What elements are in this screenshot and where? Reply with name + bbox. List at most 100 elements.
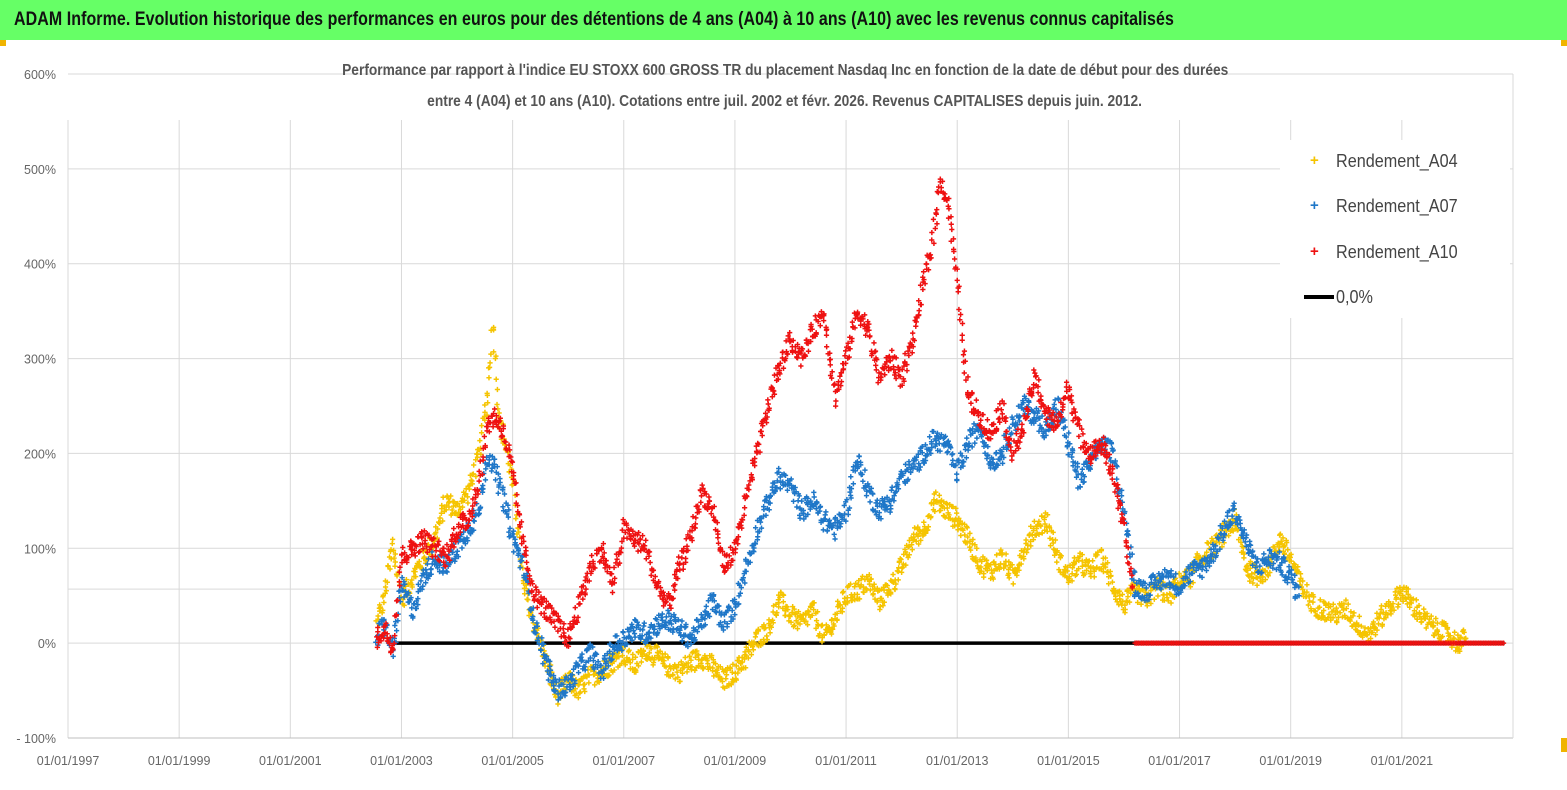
data-point-rendement_a04 [435,526,441,532]
data-point-rendement_a04 [484,392,490,398]
data-point-rendement_a04 [1047,542,1054,549]
data-point-rendement_a10 [1109,470,1115,476]
data-point-rendement_a10 [893,355,899,361]
data-point-rendement_a04 [1308,605,1314,612]
data-point-rendement_a10 [408,539,414,545]
data-point-rendement_a07 [928,450,934,456]
data-point-rendement_a04 [1416,602,1422,609]
data-point-rendement_a07 [942,433,949,440]
data-point-rendement_a07 [593,651,600,657]
data-point-rendement_a07 [834,525,841,531]
data-point-rendement_a04 [913,538,919,544]
data-point-rendement_a10 [1115,485,1121,492]
data-point-rendement_a07 [792,484,798,491]
data-point-rendement_a04 [956,515,962,522]
data-point-rendement_a04 [1104,569,1110,576]
data-point-rendement_a04 [1298,575,1304,581]
data-point-rendement_a07 [1036,428,1042,434]
data-point-rendement_a10 [400,544,406,551]
data-point-rendement_a04 [618,660,625,667]
data-point-rendement_a04 [491,324,497,331]
data-point-rendement_a10 [514,491,520,498]
data-point-rendement_a10 [378,638,384,644]
data-point-rendement_a07 [544,668,551,674]
data-point-rendement_a10 [969,390,975,397]
data-point-rendement_a07 [1282,558,1288,564]
data-point-rendement_a10 [470,496,476,502]
data-point-rendement_a07 [1247,542,1254,548]
data-point-rendement_a04 [577,678,583,684]
data-point-rendement_a10 [932,225,938,232]
data-point-rendement_a04 [1047,535,1053,541]
data-point-rendement_a07 [1073,474,1080,480]
data-point-rendement_a07 [430,556,436,562]
data-point-rendement_a10 [715,540,722,546]
data-point-rendement_a07 [1051,401,1057,408]
data-point-rendement_a04 [1414,616,1420,622]
data-point-rendement_a07 [922,457,929,464]
data-point-rendement_a04 [946,512,952,518]
data-point-rendement_a04 [1356,613,1362,619]
data-point-rendement_a10 [529,589,535,595]
data-point-rendement_a04 [1125,594,1131,600]
data-point-rendement_a07 [501,491,508,497]
data-point-rendement_a04 [1041,516,1047,523]
data-point-rendement_a04 [391,555,397,561]
data-point-rendement_a07 [1237,517,1243,523]
data-point-rendement_a07 [1231,500,1237,506]
data-point-rendement_a07 [1135,590,1141,596]
data-point-rendement_a04 [412,569,418,575]
data-point-rendement_a07 [850,481,856,487]
data-point-rendement_a07 [927,447,933,453]
data-point-rendement_a04 [745,647,751,653]
data-point-rendement_a07 [934,430,941,436]
data-point-rendement_a04 [1072,572,1079,579]
data-point-rendement_a10 [910,330,916,336]
data-point-rendement_a07 [990,456,996,462]
data-point-rendement_a04 [1036,531,1042,537]
data-point-rendement_a04 [811,600,817,606]
data-point-rendement_a07 [504,511,510,517]
data-point-rendement_a07 [1243,543,1249,549]
data-point-rendement_a07 [579,657,585,663]
data-point-rendement_a10 [384,635,390,642]
data-point-rendement_a07 [1230,503,1236,509]
data-point-rendement_a10 [1080,431,1086,437]
data-point-rendement_a07 [1125,528,1131,534]
data-point-rendement_a07 [547,667,554,673]
data-point-rendement_a10 [646,549,653,555]
data-point-rendement_a07 [703,603,709,609]
data-point-rendement_a07 [1179,585,1185,592]
data-point-rendement_a04 [785,607,791,613]
data-point-rendement_a10 [794,355,801,361]
data-point-rendement_a07 [724,624,730,630]
data-point-rendement_a10 [949,226,955,233]
data-point-rendement_a10 [1089,444,1095,450]
data-point-rendement_a07 [1147,592,1153,598]
data-point-rendement_a10 [849,319,855,325]
data-point-rendement_a04 [1423,625,1429,631]
data-point-rendement_a10 [1127,569,1133,575]
data-point-rendement_a07 [1281,555,1287,561]
data-point-rendement_a10 [785,351,791,357]
data-point-rendement_a10 [470,503,476,509]
data-point-rendement_a04 [955,527,961,533]
data-point-rendement_a07 [868,485,874,492]
data-point-rendement_a07 [543,653,549,660]
data-point-rendement_a07 [551,673,557,679]
data-point-rendement_a04 [1010,581,1016,587]
data-point-rendement_a07 [1143,585,1149,591]
data-point-rendement_a04 [1094,552,1100,558]
data-point-rendement_a10 [1036,377,1042,383]
data-point-rendement_a04 [674,669,680,675]
data-point-rendement_a10 [705,506,711,512]
data-point-rendement_a10 [424,544,430,550]
data-point-rendement_a10 [672,587,678,593]
data-point-rendement_a07 [1066,430,1072,436]
data-point-rendement_a07 [492,477,499,483]
data-point-rendement_a10 [612,575,618,582]
data-point-rendement_a10 [684,543,690,549]
data-point-rendement_a10 [961,348,968,354]
x-tick-label: 01/01/2011 [815,754,877,768]
data-point-rendement_a10 [618,549,624,556]
